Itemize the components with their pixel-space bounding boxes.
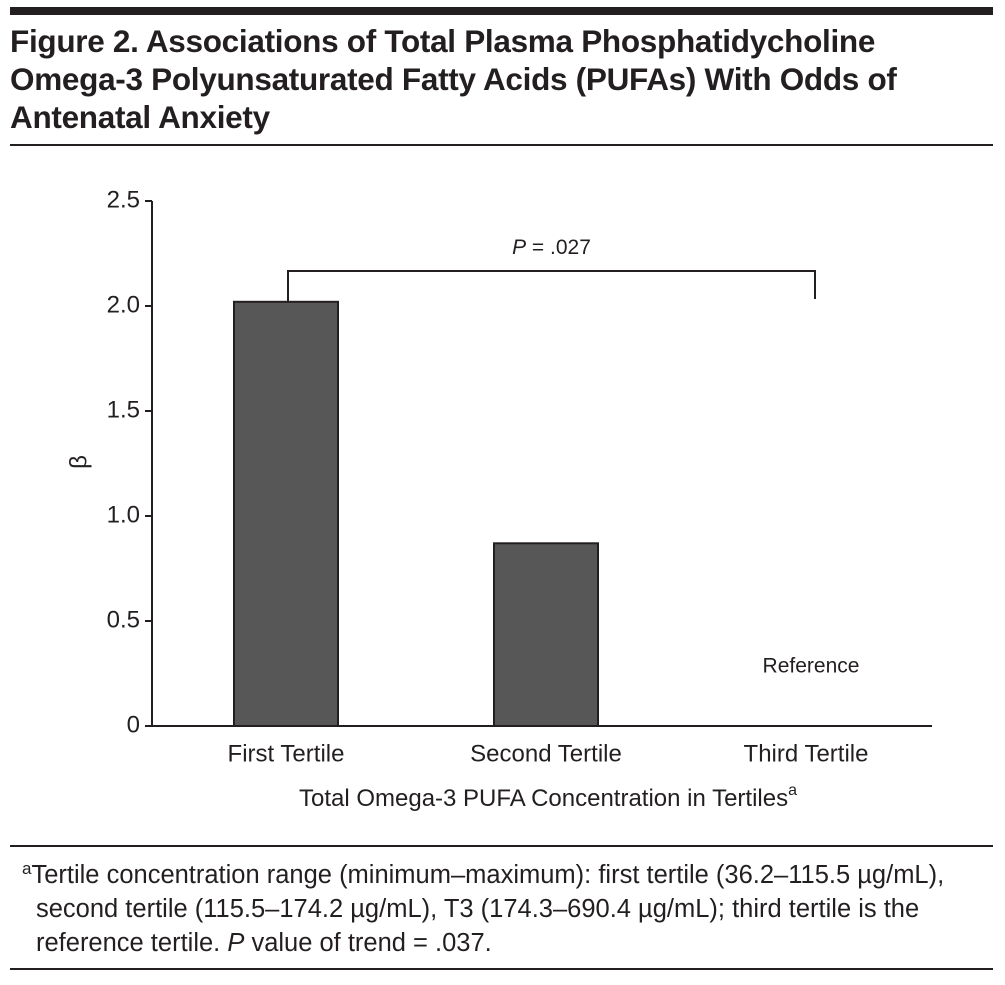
footnote-text-end: value of trend = .037. xyxy=(244,929,492,957)
bracket xyxy=(287,270,816,302)
chart-title: Figure 2. Associations of Total Plasma P… xyxy=(10,23,897,135)
bracket-label: P = .027 xyxy=(512,236,591,259)
bracket-label-text: = .027 xyxy=(526,236,591,259)
footnote: aTertile concentration range (minimum–ma… xyxy=(10,858,995,960)
top-bar xyxy=(10,7,993,15)
y-tick-label: 0.5 xyxy=(107,606,140,633)
y-tick-label: 0 xyxy=(127,711,140,738)
x-axis-label-marker: a xyxy=(788,782,797,799)
rule xyxy=(10,144,993,146)
y-axis-label: β xyxy=(65,455,92,469)
y-tick-label: 1.0 xyxy=(107,501,140,528)
x-tick-label: Third Tertile xyxy=(744,740,869,767)
footnote-marker: a xyxy=(22,859,32,878)
bar xyxy=(493,542,599,727)
y-tick-label: 2.5 xyxy=(107,186,140,213)
x-axis-label: Total Omega-3 PUFA Concentration in Tert… xyxy=(299,782,797,812)
footnote-italic: P xyxy=(227,929,245,957)
footnote-text: Tertile concentration range (minimum–max… xyxy=(31,861,945,957)
x-tick-label: Second Tertile xyxy=(470,740,622,767)
y-tick-label: 1.5 xyxy=(107,396,140,423)
bar xyxy=(233,300,339,727)
rule xyxy=(10,845,993,847)
x-tick-label: First Tertile xyxy=(228,740,345,767)
x-axis-label-text: Total Omega-3 PUFA Concentration in Tert… xyxy=(299,785,788,812)
annotation: Reference xyxy=(763,655,860,678)
bracket-label-italic: P xyxy=(512,236,526,259)
rule xyxy=(10,968,993,970)
y-tick-label: 2.0 xyxy=(107,291,140,318)
